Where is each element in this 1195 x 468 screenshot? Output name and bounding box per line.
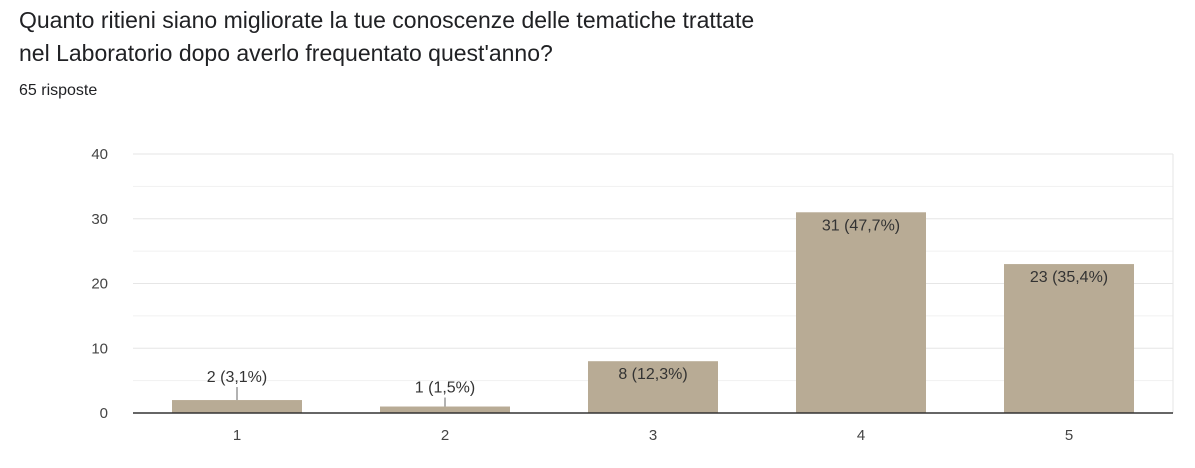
y-tick-label: 10 bbox=[91, 340, 108, 357]
y-tick-label: 40 bbox=[91, 146, 108, 163]
data-label: 2 (3,1%) bbox=[207, 369, 267, 386]
bar bbox=[588, 361, 718, 413]
x-tick-label: 3 bbox=[649, 427, 657, 444]
data-label: 31 (47,7%) bbox=[822, 217, 900, 234]
data-label: 1 (1,5%) bbox=[415, 380, 475, 397]
question-title-line-2: nel Laboratorio dopo averlo frequentato … bbox=[19, 40, 553, 66]
x-tick-label: 4 bbox=[857, 427, 865, 444]
question-title-line-1: Quanto ritieni siano migliorate la tue c… bbox=[19, 7, 755, 33]
x-tick-label: 2 bbox=[441, 427, 449, 444]
y-tick-label: 20 bbox=[91, 276, 108, 293]
y-tick-label: 0 bbox=[100, 405, 108, 422]
data-label: 8 (12,3%) bbox=[618, 366, 687, 383]
y-tick-label: 30 bbox=[91, 211, 108, 228]
data-label: 23 (35,4%) bbox=[1030, 269, 1108, 286]
bar bbox=[380, 406, 510, 413]
bar bbox=[1004, 264, 1134, 413]
response-count: 65 risposte bbox=[19, 82, 98, 99]
x-tick-label: 5 bbox=[1065, 427, 1073, 444]
bar bbox=[796, 212, 926, 413]
bar bbox=[172, 400, 302, 413]
x-tick-label: 1 bbox=[233, 427, 241, 444]
question-title: Quanto ritieni siano migliorate la tue c… bbox=[19, 4, 1119, 70]
